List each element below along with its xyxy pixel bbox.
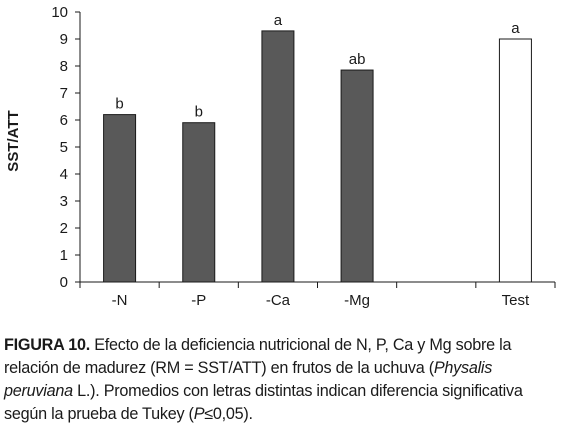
- x-tick-label: -Ca: [266, 292, 291, 309]
- significance-letter: b: [195, 104, 203, 121]
- y-tick-label: 4: [60, 166, 68, 183]
- x-tick-label: -Mg: [344, 292, 370, 309]
- y-axis-label: SST/ATT: [5, 110, 22, 171]
- x-tick-label: Test: [502, 292, 530, 309]
- bar-chart: 0 1 2 3 4 5 6 7 8 9 10 -N -P -Ca -Mg Test b b a ab a SST/A…: [5, 4, 556, 309]
- significance-letter: a: [511, 20, 520, 37]
- bar: [182, 122, 216, 283]
- significance-letter: ab: [349, 51, 366, 68]
- caption-text-1: Efecto de la deficiencia nutricional de …: [4, 336, 512, 377]
- y-tick-label: 3: [60, 193, 68, 210]
- y-tick-label: 10: [51, 4, 68, 21]
- caption-text-3: ≤0,05).: [204, 405, 253, 423]
- caption-p-symbol: P: [193, 405, 205, 423]
- y-axis: 0 1 2 3 4 5 6 7 8 9 10: [51, 4, 81, 291]
- y-tick-label: 7: [60, 85, 68, 102]
- bar: [103, 114, 137, 283]
- x-tick-label: -N: [112, 292, 128, 309]
- x-axis: -N -P -Ca -Mg Test: [79, 281, 556, 309]
- caption-species: Physalis peruviana: [4, 359, 493, 400]
- x-tick-label: -P: [191, 292, 206, 309]
- figure-caption: FIGURA 10. Efecto de la deficiencia nutr…: [4, 334, 560, 426]
- y-tick-label: 9: [60, 31, 68, 48]
- significance-letter: a: [274, 12, 283, 29]
- bar: [261, 30, 295, 283]
- caption-text-2: L.). Promedios con letras distintas indi…: [4, 382, 523, 423]
- y-tick-label: 8: [60, 58, 68, 75]
- significance-letter: b: [115, 96, 123, 113]
- caption-label: FIGURA 10.: [4, 336, 90, 354]
- y-tick-label: 2: [60, 220, 68, 237]
- bar: [498, 38, 532, 283]
- bar: [340, 69, 374, 283]
- y-tick-label: 5: [60, 139, 68, 156]
- y-tick-label: 0: [60, 274, 68, 291]
- y-tick-label: 6: [60, 112, 68, 129]
- bars: b b a ab a: [103, 12, 532, 283]
- y-tick-label: 1: [60, 247, 68, 264]
